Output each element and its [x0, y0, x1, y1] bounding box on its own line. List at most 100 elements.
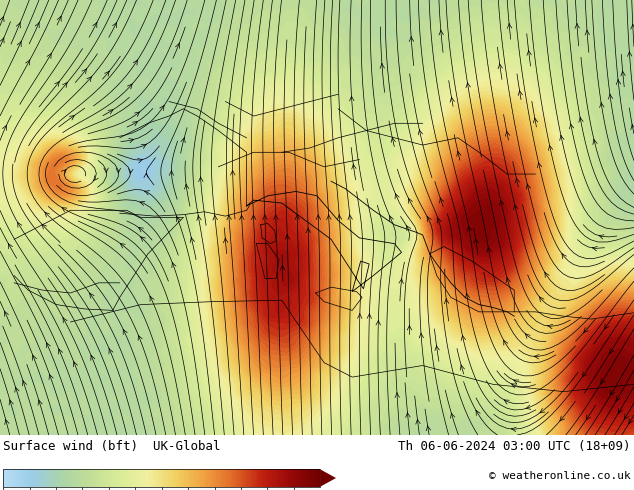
FancyArrowPatch shape [527, 50, 531, 55]
FancyArrowPatch shape [104, 168, 108, 173]
FancyArrowPatch shape [93, 23, 97, 27]
FancyArrowPatch shape [3, 125, 6, 130]
FancyArrowPatch shape [57, 16, 61, 22]
FancyArrowPatch shape [540, 297, 544, 302]
FancyArrowPatch shape [504, 400, 509, 404]
FancyArrowPatch shape [169, 171, 174, 175]
FancyArrowPatch shape [461, 335, 465, 341]
FancyArrowPatch shape [145, 191, 150, 195]
FancyArrowPatch shape [184, 184, 189, 189]
FancyArrowPatch shape [285, 235, 290, 240]
FancyArrowPatch shape [176, 217, 181, 222]
FancyArrowPatch shape [583, 372, 587, 377]
FancyArrowPatch shape [395, 194, 399, 199]
FancyArrowPatch shape [367, 314, 372, 318]
FancyArrowPatch shape [349, 96, 354, 101]
FancyArrowPatch shape [129, 139, 134, 143]
FancyArrowPatch shape [391, 137, 396, 143]
FancyArrowPatch shape [408, 198, 413, 203]
FancyArrowPatch shape [15, 387, 19, 392]
FancyArrowPatch shape [49, 374, 53, 380]
FancyArrowPatch shape [616, 79, 621, 84]
FancyArrowPatch shape [91, 355, 95, 361]
FancyArrowPatch shape [526, 184, 531, 189]
FancyArrowPatch shape [419, 333, 424, 338]
FancyArrowPatch shape [399, 279, 403, 284]
FancyArrowPatch shape [439, 30, 443, 35]
FancyArrowPatch shape [89, 293, 94, 298]
FancyArrowPatch shape [352, 164, 356, 169]
Text: Th 06-06-2024 03:00 UTC (18+09): Th 06-06-2024 03:00 UTC (18+09) [398, 440, 631, 452]
FancyArrowPatch shape [18, 222, 22, 227]
FancyArrowPatch shape [58, 349, 63, 354]
FancyArrowPatch shape [25, 60, 30, 65]
FancyArrowPatch shape [395, 393, 399, 398]
FancyArrowPatch shape [467, 226, 472, 231]
FancyArrowPatch shape [608, 94, 612, 99]
FancyArrowPatch shape [16, 23, 20, 28]
FancyArrowPatch shape [575, 24, 579, 28]
FancyArrowPatch shape [406, 225, 411, 231]
FancyArrowPatch shape [38, 400, 42, 405]
FancyArrowPatch shape [426, 426, 430, 431]
FancyArrowPatch shape [45, 212, 49, 217]
FancyArrowPatch shape [616, 396, 620, 401]
FancyArrowPatch shape [227, 215, 231, 220]
FancyArrowPatch shape [409, 37, 413, 42]
FancyArrowPatch shape [127, 84, 132, 89]
FancyArrowPatch shape [105, 71, 109, 76]
FancyArrowPatch shape [93, 175, 98, 181]
FancyArrowPatch shape [62, 208, 67, 212]
FancyArrowPatch shape [498, 64, 503, 69]
FancyArrowPatch shape [512, 384, 517, 388]
FancyArrowPatch shape [545, 272, 549, 277]
FancyArrowPatch shape [9, 400, 13, 405]
FancyArrowPatch shape [569, 124, 574, 129]
FancyArrowPatch shape [500, 200, 504, 205]
FancyArrowPatch shape [231, 170, 235, 175]
FancyArrowPatch shape [506, 278, 510, 283]
FancyArrowPatch shape [592, 246, 597, 251]
FancyArrowPatch shape [213, 215, 217, 220]
FancyArrowPatch shape [618, 408, 623, 414]
FancyArrowPatch shape [141, 144, 146, 148]
FancyArrowPatch shape [585, 30, 590, 35]
FancyArrowPatch shape [82, 69, 87, 74]
Text: © weatheronline.co.uk: © weatheronline.co.uk [489, 471, 631, 481]
FancyArrowPatch shape [505, 131, 510, 136]
FancyArrowPatch shape [358, 314, 362, 318]
FancyArrowPatch shape [123, 329, 127, 335]
FancyArrowPatch shape [526, 405, 531, 409]
FancyArrowPatch shape [474, 239, 479, 244]
FancyArrowPatch shape [113, 23, 117, 28]
FancyArrowPatch shape [610, 348, 614, 353]
FancyArrowPatch shape [451, 413, 455, 418]
FancyArrowPatch shape [515, 178, 519, 183]
FancyArrowPatch shape [407, 325, 411, 330]
FancyArrowPatch shape [628, 51, 632, 56]
FancyArrowPatch shape [133, 60, 138, 65]
FancyArrowPatch shape [427, 217, 431, 221]
FancyArrowPatch shape [416, 419, 420, 424]
FancyArrowPatch shape [55, 81, 60, 87]
FancyArrowPatch shape [4, 311, 8, 317]
Text: Surface wind (bft)  UK-Global: Surface wind (bft) UK-Global [3, 440, 221, 452]
FancyArrowPatch shape [503, 340, 508, 345]
FancyArrowPatch shape [120, 244, 125, 248]
FancyArrowPatch shape [17, 42, 21, 47]
FancyArrowPatch shape [176, 43, 179, 49]
FancyArrowPatch shape [22, 381, 27, 386]
FancyArrowPatch shape [150, 296, 154, 301]
FancyArrowPatch shape [35, 23, 39, 28]
FancyArrowPatch shape [514, 204, 518, 210]
FancyArrowPatch shape [611, 390, 615, 395]
FancyArrowPatch shape [586, 415, 591, 420]
FancyArrowPatch shape [376, 320, 380, 325]
FancyArrowPatch shape [295, 215, 299, 220]
FancyArrowPatch shape [172, 263, 176, 268]
FancyArrowPatch shape [139, 227, 143, 232]
FancyArrowPatch shape [181, 138, 185, 143]
FancyArrowPatch shape [512, 427, 516, 432]
FancyArrowPatch shape [61, 170, 66, 174]
FancyArrowPatch shape [476, 410, 480, 416]
